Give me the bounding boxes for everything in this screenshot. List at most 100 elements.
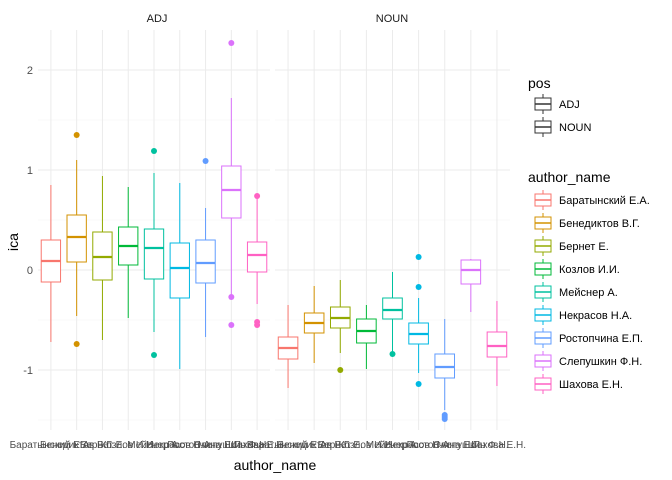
legend-author-label: Козлов И.И. [559, 264, 620, 276]
box-adj-6 [195, 158, 216, 337]
legend-author-key-7: Слепушкин Ф.Н. [534, 351, 642, 371]
y-tick-label: -1 [23, 365, 33, 377]
facet-panels [38, 30, 510, 430]
x-tick-label: Бенедиктов В.Г. [277, 440, 350, 451]
x-tick-label: Шахова Е.Н. [468, 440, 526, 451]
x-tick-label: Некрасов Н.А. [147, 440, 214, 451]
legend-pos-key-noun: NOUN [534, 117, 591, 137]
legend-author-label: Шахова Е.Н. [559, 379, 623, 391]
box-noun-6 [434, 319, 456, 422]
x-axis-title: author_name [234, 457, 317, 473]
box-noun-2 [329, 280, 351, 373]
facet-label-noun: NOUN [376, 13, 408, 25]
legend-author-key-8: Шахова Е.Н. [534, 374, 623, 394]
legend-author-key-6: Ростопчина Е.П. [534, 328, 643, 348]
outlier-point [151, 148, 157, 154]
outlier-point [415, 284, 422, 290]
box-iqr [486, 331, 508, 358]
x-tick-label: Баратынский Е.А. [10, 440, 93, 451]
box-iqr [221, 165, 242, 219]
box-iqr [66, 214, 87, 263]
outlier-point [441, 416, 448, 422]
box-iqr [246, 241, 268, 273]
y-tick-label: 1 [27, 165, 33, 177]
box-adj-1 [66, 132, 87, 347]
legend-pos-title: pos [528, 75, 551, 91]
x-tick-label: Козлов И.И. [101, 440, 156, 451]
x-tick-label: Козлов И.И. [339, 440, 394, 451]
legend: pos ADJ NOUN author_name Баратынский Е.А.… [528, 75, 650, 394]
legend-author-label: Ростопчина Е.П. [559, 333, 643, 345]
panel-noun [275, 30, 510, 430]
legend-author-label: Некрасов Н.А. [559, 310, 632, 322]
box-adj-5 [169, 183, 190, 369]
box-adj-2 [92, 176, 113, 340]
box-adj-3 [118, 187, 139, 318]
legend-author-key-0: Баратынский Е.А. [534, 190, 650, 210]
outlier-point [151, 352, 157, 358]
x-tick-label: Баратынский Е.А. [247, 440, 330, 451]
box-noun-3 [356, 305, 377, 369]
outlier-point [389, 351, 396, 357]
box-noun-5 [408, 254, 429, 387]
legend-author-key-1: Бенедиктов В.Г. [534, 213, 640, 233]
box-iqr [382, 297, 403, 320]
x-tick-label: Бернет Е. [318, 440, 363, 451]
box-noun-0 [277, 305, 299, 388]
legend-pos-label: NOUN [559, 122, 591, 134]
box-noun-7 [460, 259, 482, 312]
legend-author-title: author_name [528, 169, 611, 185]
box-iqr [195, 239, 216, 284]
outlier-point [415, 254, 422, 260]
legend-author-key-5: Некрасов Н.А. [534, 305, 632, 325]
outlier-point [254, 322, 261, 328]
legend-author-label: Баратынский Е.А. [559, 195, 650, 207]
x-tick-label: Ростопчина Е.П. [407, 440, 483, 451]
x-tick-label: Слепушкин Ф.Н. [193, 440, 269, 451]
box-iqr [460, 259, 482, 285]
facet-label-adj: ADJ [147, 13, 168, 25]
legend-pos-label: ADJ [559, 99, 580, 111]
y-tick-label: 0 [27, 265, 33, 277]
box-adj-4 [143, 148, 165, 358]
outlier-point [228, 40, 235, 46]
box-adj-7 [221, 40, 242, 328]
box-iqr [143, 228, 165, 280]
box-noun-1 [303, 286, 325, 363]
x-tick-label: Бенедиктов В.Г. [40, 440, 113, 451]
outlier-point [228, 322, 235, 328]
panel-adj [38, 30, 270, 430]
outlier-point [254, 193, 261, 199]
outlier-point [202, 158, 209, 164]
x-tick-label: Шахова Е.Н. [228, 440, 286, 451]
x-tick-label: Бернет Е. [80, 440, 125, 451]
legend-author-key-4: Мейснер А. [534, 282, 618, 302]
x-tick-label: Мейснер А. [366, 440, 419, 451]
legend-pos-keys: ADJ NOUN [534, 94, 591, 137]
outlier-point [73, 132, 80, 138]
legend-author-label: Слепушкин Ф.Н. [559, 356, 642, 368]
box-noun-8 [486, 301, 508, 386]
outlier-point [73, 341, 80, 347]
legend-pos-key-adj: ADJ [534, 94, 580, 114]
y-axis-ticks: -1 0 1 2 [23, 65, 33, 377]
outlier-point [337, 367, 344, 373]
box-adj-0 [40, 185, 62, 342]
legend-author-keys: Баратынский Е.А. Бенедиктов В.Г. Бернет Е.… [534, 190, 650, 394]
x-tick-label: Ростопчина Е.П. [167, 440, 243, 451]
x-tick-label: Слепушкин Ф.Н. [433, 440, 509, 451]
y-tick-label: 2 [27, 65, 33, 77]
box-adj-8 [246, 193, 268, 328]
x-tick-label: Некрасов Н.А. [385, 440, 452, 451]
outlier-point [228, 294, 235, 300]
y-axis-title: ica [5, 233, 21, 251]
x-axis-ticks: Баратынский Е.А.Бенедиктов В.Г.Бернет Е.… [10, 440, 526, 451]
legend-author-label: Мейснер А. [559, 287, 618, 299]
legend-author-label: Бернет Е. [559, 241, 609, 253]
box-noun-4 [382, 272, 403, 357]
legend-author-key-3: Козлов И.И. [534, 259, 620, 279]
legend-author-label: Бенедиктов В.Г. [559, 218, 640, 230]
box-iqr [169, 242, 190, 299]
outlier-point [415, 381, 422, 387]
